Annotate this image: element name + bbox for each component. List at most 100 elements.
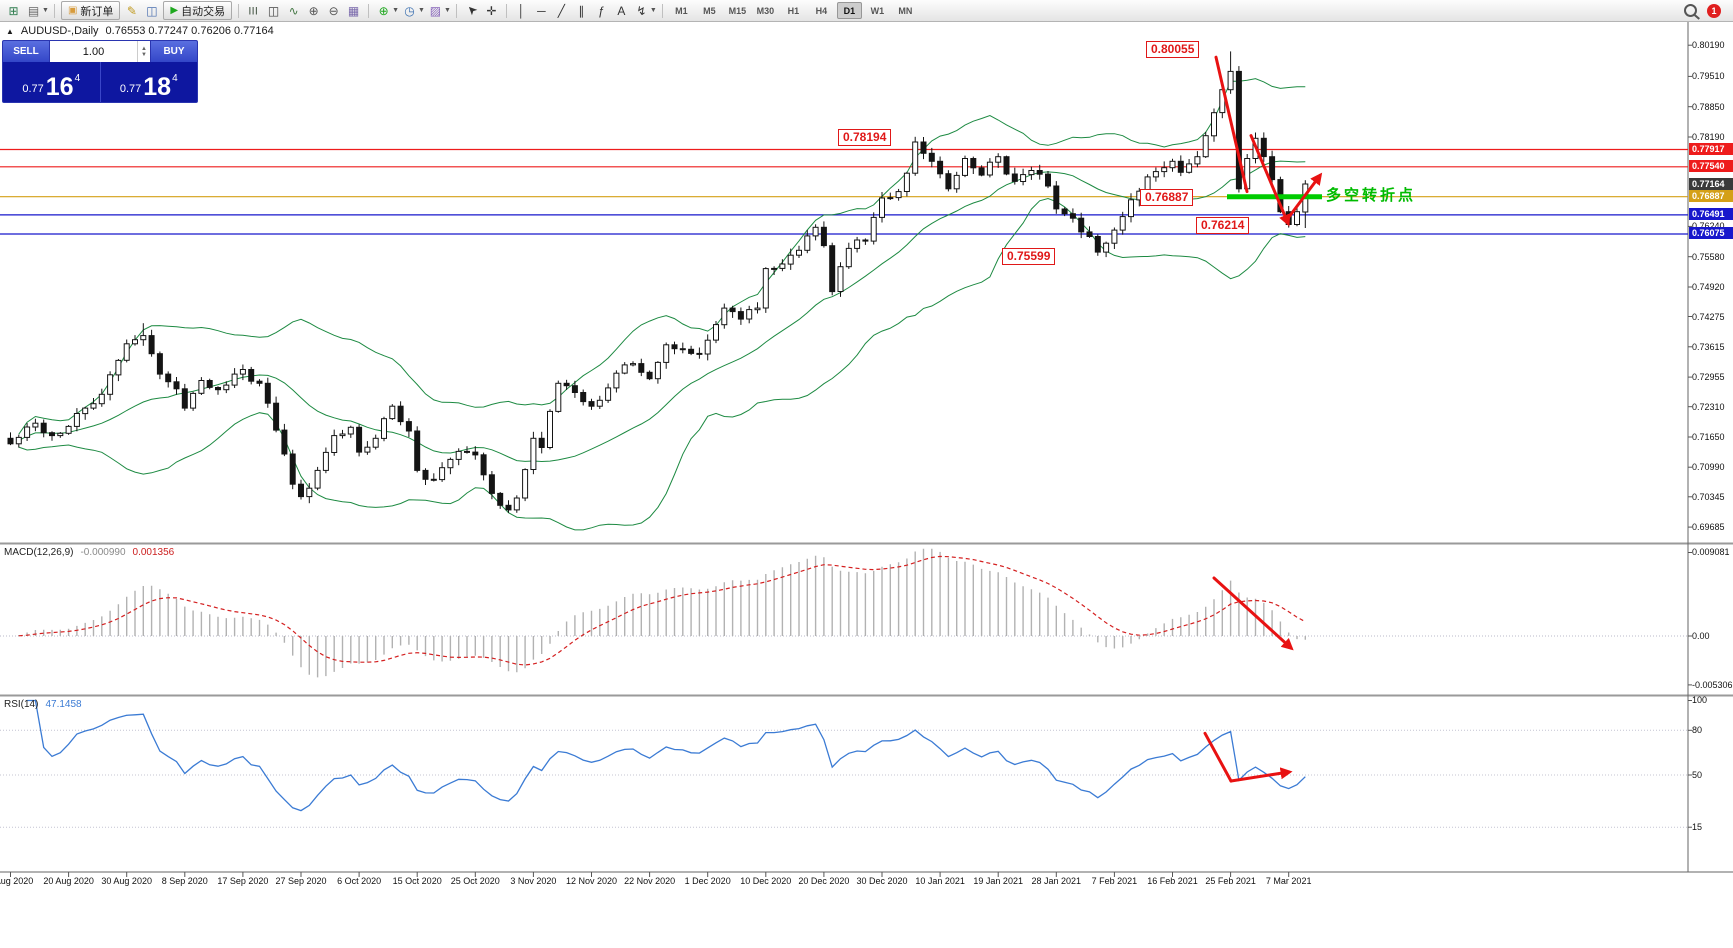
timeframe-d1[interactable]: D1 [836,2,862,19]
time-axis-label: 7 Feb 2021 [1091,876,1138,886]
rsi-arrows[interactable] [1203,731,1293,783]
price-axis-label: 0.70990 [1692,462,1725,473]
timeframe-m5[interactable]: M5 [703,5,716,16]
buy-price[interactable]: 0.77 18 4 [119,72,178,101]
time-axis-label: 1 Dec 2020 [684,876,731,886]
symbol-ohlc: 0.76553 0.77247 0.76206 0.77164 [105,25,274,37]
price-callout[interactable]: 0.75599 [1002,247,1056,265]
rsi-line [27,699,1306,812]
arrows-icon-dropdown-icon[interactable]: ▼ [649,7,657,14]
time-axis-label: 8 Sep 2020 [161,876,208,886]
macd-arrow[interactable] [1212,576,1294,651]
price-axis-tag: 0.76887 [1689,190,1733,203]
new-chart-icon[interactable]: ⊞ [8,3,19,18]
line-chart-icon[interactable]: ∿ [288,3,299,18]
price-divider [99,62,101,102]
strategy-tester-icon[interactable]: ◫ [146,3,158,18]
new-order-button-label: 新订单 [80,5,114,18]
tile-windows-icon[interactable]: ▦ [347,3,360,18]
candlestick-chart-icon[interactable]: ◫ [267,3,280,18]
buy-button[interactable]: BUY [151,41,197,62]
crosshair-icon[interactable]: ✛ [486,3,497,18]
toolbar-right: 1 [1684,3,1729,18]
notifications-badge[interactable]: 1 [1707,3,1721,18]
vertical-line-icon[interactable]: │ [517,3,526,18]
periods-icon[interactable]: ◷ [404,3,415,18]
time-axis-label: 6 Oct 2020 [337,876,382,886]
timeframe-h1[interactable]: H1 [787,5,800,16]
timeframe-h4[interactable]: H4 [815,5,828,16]
turning-point-label[interactable]: 多空转折点 [1326,187,1417,205]
price-axis-label: 0.73615 [1692,341,1725,352]
search-icon[interactable] [1684,4,1697,17]
price-axis-tag: 0.77917 [1689,142,1733,155]
price-axis-label: 0.80190 [1692,40,1725,51]
horizontal-line-objects[interactable] [0,148,1688,235]
macd-axis-label: -0.005306 [1692,679,1733,690]
sell-price[interactable]: 0.77 16 4 [22,72,81,101]
toolbar-separator [53,3,55,18]
trend-arrows[interactable] [1214,55,1323,227]
price-axis-tag: 0.77164 [1689,177,1733,190]
templates-icon[interactable]: ▨ [429,3,442,18]
cursor-icon[interactable]: ➤ [462,1,480,20]
indicators-icon[interactable]: ⊕ [378,3,389,18]
price-callout[interactable]: 0.80055 [1146,41,1200,59]
rsi-axis-label: 100 [1692,695,1708,706]
sell-button[interactable]: SELL [3,41,49,62]
timeframe-m30[interactable]: M30 [756,5,775,16]
horizontal-line-icon[interactable]: ─ [537,3,546,18]
arrows-icon[interactable]: ↯ [636,3,647,18]
timeframe-w1[interactable]: W1 [870,5,885,16]
volume-value[interactable]: 1.00 [82,45,105,58]
trendline-icon[interactable]: ╱ [557,3,566,18]
axis-ticks [10,44,1692,877]
new-order-button-icon: ▣ [67,5,78,16]
timeframe-mn[interactable]: MN [898,5,913,16]
indicators-icon-dropdown-icon[interactable]: ▼ [392,7,400,14]
bar-chart-icon[interactable]: ||| [248,5,259,15]
price-axis-tag: 0.76075 [1689,227,1733,240]
toolbar-separator [505,3,507,18]
time-axis-label: 28 Jan 2021 [1031,876,1082,886]
symbol-name: AUDUSD-,Daily [20,25,99,37]
macd-signal-value: 0.001356 [132,547,175,558]
toolbar-buttons: ⊞ ▤ ▼ ▣ 新订单 ✎ ◫ ▶ 自动交易 ||| ◫ ∿ ⊕ ⊖ ▦ ⊕ ▼ ◷ ▼ ▨ ▼ ➤ ✛ │ ─ ╱ ∥ ƒ A ↯ ▼ M1… [4,1,919,20]
zoom-in-icon[interactable]: ⊕ [308,3,319,18]
profiles-icon[interactable]: ▤ [27,3,40,18]
time-axis-label: 25 Oct 2020 [450,876,500,886]
timeframe-m15[interactable]: M15 [728,5,747,16]
price-axis-label: 0.76240 [1692,221,1725,232]
metaeditor-icon[interactable]: ✎ [126,3,137,18]
price-axis-label: 0.74275 [1692,311,1725,322]
profiles-icon-dropdown-icon[interactable]: ▼ [42,7,49,14]
price-callout[interactable]: 0.76887 [1140,188,1194,206]
volume-spinner[interactable]: ▲ ▼ [137,41,150,62]
text-icon[interactable]: A [617,3,626,18]
price-callout[interactable]: 0.78194 [838,128,892,146]
rsi-label: RSI(14) 47.1458 [4,699,82,710]
macd-name: MACD(12,26,9) [4,547,74,558]
chart-collapse-icon[interactable]: ▲ [6,27,14,36]
fibonacci-icon[interactable]: ƒ [598,3,605,18]
channel-icon[interactable]: ∥ [578,3,585,18]
autotrade-button[interactable]: ▶ 自动交易 [163,1,233,20]
price-axis-label: 0.78190 [1692,131,1725,142]
time-axis-label: 20 Aug 2020 [43,876,94,886]
price-callout[interactable]: 0.76214 [1196,216,1250,234]
toolbar-separator [368,3,370,18]
new-order-button[interactable]: ▣ 新订单 [60,1,121,20]
candles [7,51,1309,513]
spinner-up-icon[interactable]: ▲ [141,45,147,52]
time-axis-label: 1 Aug 2020 [0,876,34,886]
spinner-down-icon[interactable]: ▼ [141,51,147,58]
templates-icon-dropdown-icon[interactable]: ▼ [443,7,451,14]
volume-field[interactable]: 1.00 ▲ ▼ [49,41,151,62]
timeframe-m1[interactable]: M1 [675,5,688,16]
time-axis-label: 25 Feb 2021 [1205,876,1256,886]
periods-icon-dropdown-icon[interactable]: ▼ [418,7,425,14]
time-axis-label: 30 Aug 2020 [101,876,152,886]
zoom-out-icon[interactable]: ⊖ [328,3,339,18]
price-axis-label: 0.71650 [1692,431,1725,442]
